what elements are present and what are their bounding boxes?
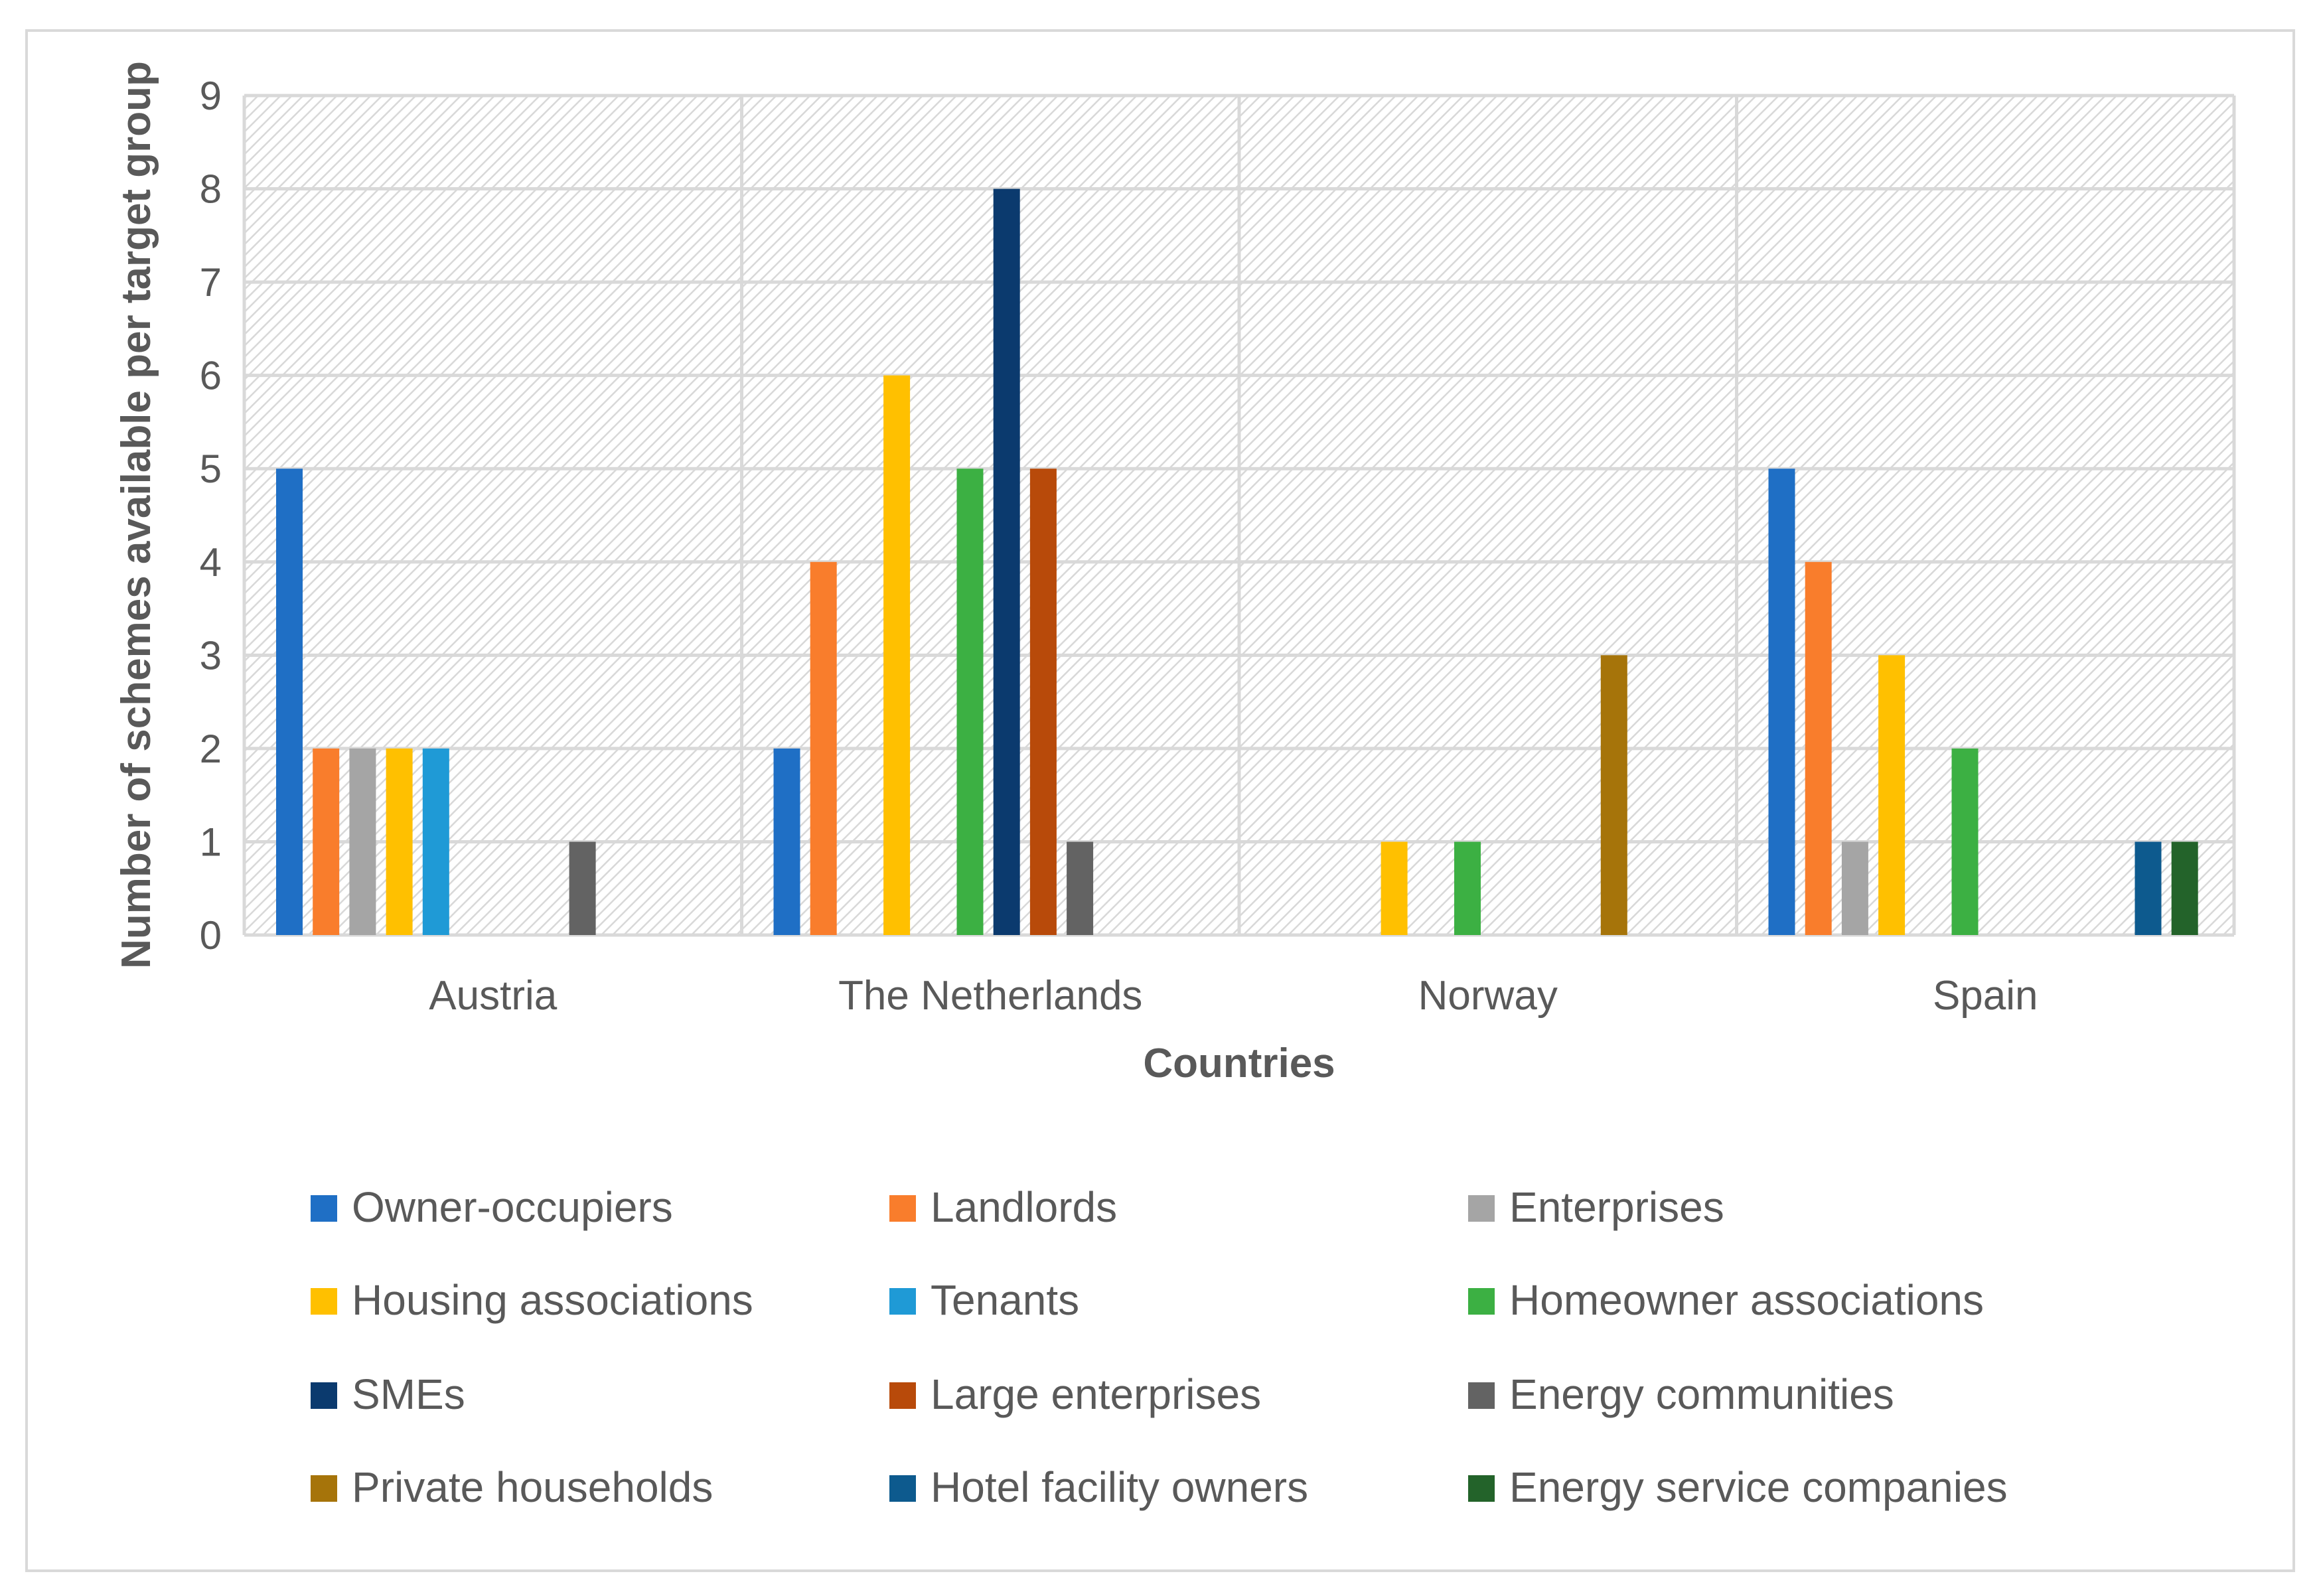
chart-frame: 0 1 2 3 4 5 6 7 8 9 Austria The Netherlands Norway S…	[25, 29, 2295, 1572]
y-tick-label-3: 3	[200, 633, 222, 678]
legend-label-homeowner-associations: Homeowner associations	[1509, 1276, 1984, 1324]
bar-landlords-spain	[1805, 561, 1832, 935]
y-tick-label-1: 1	[200, 820, 222, 864]
legend-label-large-enterprises: Large enterprises	[931, 1370, 1261, 1418]
x-category-label-norway: Norway	[1418, 973, 1558, 1019]
legend-swatch-energy-communities	[1468, 1382, 1495, 1409]
bar-smes-the-netherlands	[993, 188, 1020, 935]
legend-label-private-households: Private households	[352, 1463, 713, 1511]
legend-swatch-tenants	[889, 1288, 916, 1315]
x-category-label-spain: Spain	[1933, 973, 2038, 1019]
y-tick-label-2: 2	[200, 727, 222, 771]
bar-energy-service-companies-spain	[2171, 841, 2198, 935]
bar-owner-occupiers-the-netherlands	[773, 748, 800, 935]
y-tick-label-7: 7	[200, 260, 222, 305]
legend-swatch-landlords	[889, 1195, 916, 1222]
bar-energy-communities-the-netherlands	[1067, 841, 1094, 935]
y-tick-label-4: 4	[200, 540, 222, 585]
bar-chart: 0 1 2 3 4 5 6 7 8 9 Austria The Netherlands Norway S…	[113, 61, 2236, 1511]
legend-swatch-homeowner-associations	[1468, 1288, 1495, 1315]
legend-swatch-private-households	[311, 1475, 337, 1502]
bar-energy-communities-austria	[569, 841, 596, 935]
y-tick-label-8: 8	[200, 167, 222, 212]
x-category-label-the-netherlands: The Netherlands	[838, 973, 1142, 1019]
x-axis-title: Countries	[1143, 1041, 1335, 1086]
legend-label-energy-service-companies: Energy service companies	[1509, 1463, 2008, 1511]
legend-swatch-housing-associations	[311, 1288, 337, 1315]
legend-label-smes: SMEs	[352, 1370, 465, 1418]
y-axis-title: Number of schemes available per target g…	[113, 61, 159, 969]
bar-large-enterprises-the-netherlands	[1029, 469, 1057, 935]
legend-label-enterprises: Enterprises	[1509, 1183, 1724, 1231]
bar-owner-occupiers-spain	[1768, 469, 1795, 935]
legend-swatch-hotel-facility-owners	[889, 1475, 916, 1502]
bar-housing-associations-spain	[1878, 655, 1906, 935]
gridlines	[242, 94, 2236, 937]
bar-homeowner-associations-the-netherlands	[956, 469, 984, 935]
legend-label-landlords: Landlords	[931, 1183, 1117, 1231]
legend-label-housing-associations: Housing associations	[352, 1276, 753, 1324]
y-tick-label-5: 5	[200, 447, 222, 491]
legend-swatch-owner-occupiers	[311, 1195, 337, 1222]
legend: Owner-occupiers Landlords Enterprises Housi…	[311, 1183, 2008, 1511]
legend-swatch-enterprises	[1468, 1195, 1495, 1222]
legend-swatch-large-enterprises	[889, 1382, 916, 1409]
bar-landlords-austria	[313, 748, 340, 935]
legend-label-owner-occupiers: Owner-occupiers	[352, 1183, 673, 1231]
y-tick-label-6: 6	[200, 354, 222, 398]
legend-label-energy-communities: Energy communities	[1509, 1370, 1894, 1418]
legend-swatch-energy-service-companies	[1468, 1475, 1495, 1502]
x-category-labels: Austria The Netherlands Norway Spain	[429, 973, 2038, 1019]
bar-tenants-austria	[422, 748, 449, 935]
legend-label-tenants: Tenants	[931, 1276, 1079, 1324]
y-tick-labels: 0 1 2 3 4 5 6 7 8 9	[200, 74, 222, 958]
bars	[276, 188, 2198, 935]
y-tick-label-0: 0	[200, 913, 222, 958]
bar-landlords-the-netherlands	[810, 561, 837, 935]
bar-homeowner-associations-spain	[1951, 748, 1979, 935]
bar-hotel-facility-owners-spain	[2135, 841, 2162, 935]
bar-owner-occupiers-austria	[276, 469, 303, 935]
bar-homeowner-associations-norway	[1454, 841, 1481, 935]
bar-enterprises-spain	[1841, 841, 1868, 935]
legend-label-hotel-facility-owners: Hotel facility owners	[931, 1463, 1308, 1511]
y-tick-label-9: 9	[200, 74, 222, 118]
legend-swatch-smes	[311, 1382, 337, 1409]
bar-housing-associations-norway	[1381, 841, 1408, 935]
bar-private-households-norway	[1600, 655, 1627, 935]
x-category-label-austria: Austria	[429, 973, 557, 1019]
bar-housing-associations-the-netherlands	[883, 375, 911, 935]
bar-enterprises-austria	[349, 748, 376, 935]
bar-housing-associations-austria	[386, 748, 413, 935]
